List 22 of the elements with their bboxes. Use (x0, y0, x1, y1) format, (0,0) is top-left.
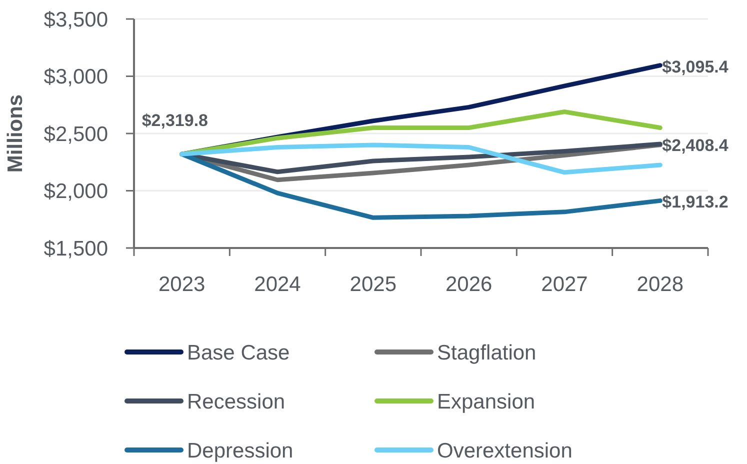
data-label: $1,913.2 (662, 192, 728, 212)
x-tick-label: 2028 (636, 273, 684, 296)
legend-label: Overextension (437, 439, 572, 462)
data-label: $2,408.4 (662, 136, 729, 155)
data-label: $3,095.4 (662, 57, 729, 76)
x-tick-label: 2024 (254, 273, 302, 296)
x-tick-label: 2026 (445, 273, 492, 296)
legend-label: Expansion (437, 390, 536, 414)
y-axis-title: Millions (4, 94, 27, 173)
x-tick-label: 2027 (541, 273, 588, 296)
legend-label: Recession (187, 390, 286, 414)
legend-label: Base Case (187, 341, 290, 364)
y-tick-label: $2,500 (44, 122, 108, 146)
y-tick-label: $3,000 (44, 66, 108, 89)
legend-label: Depression (187, 439, 294, 462)
y-tick-label: $3,500 (44, 8, 108, 32)
data-label: $2,319.8 (142, 111, 208, 130)
legend-label: Stagflation (437, 341, 536, 364)
x-tick-label: 2023 (158, 273, 206, 296)
y-tick-label: $2,000 (44, 180, 108, 204)
x-tick-label: 2025 (350, 273, 397, 296)
y-tick-label: $1,500 (44, 237, 108, 260)
